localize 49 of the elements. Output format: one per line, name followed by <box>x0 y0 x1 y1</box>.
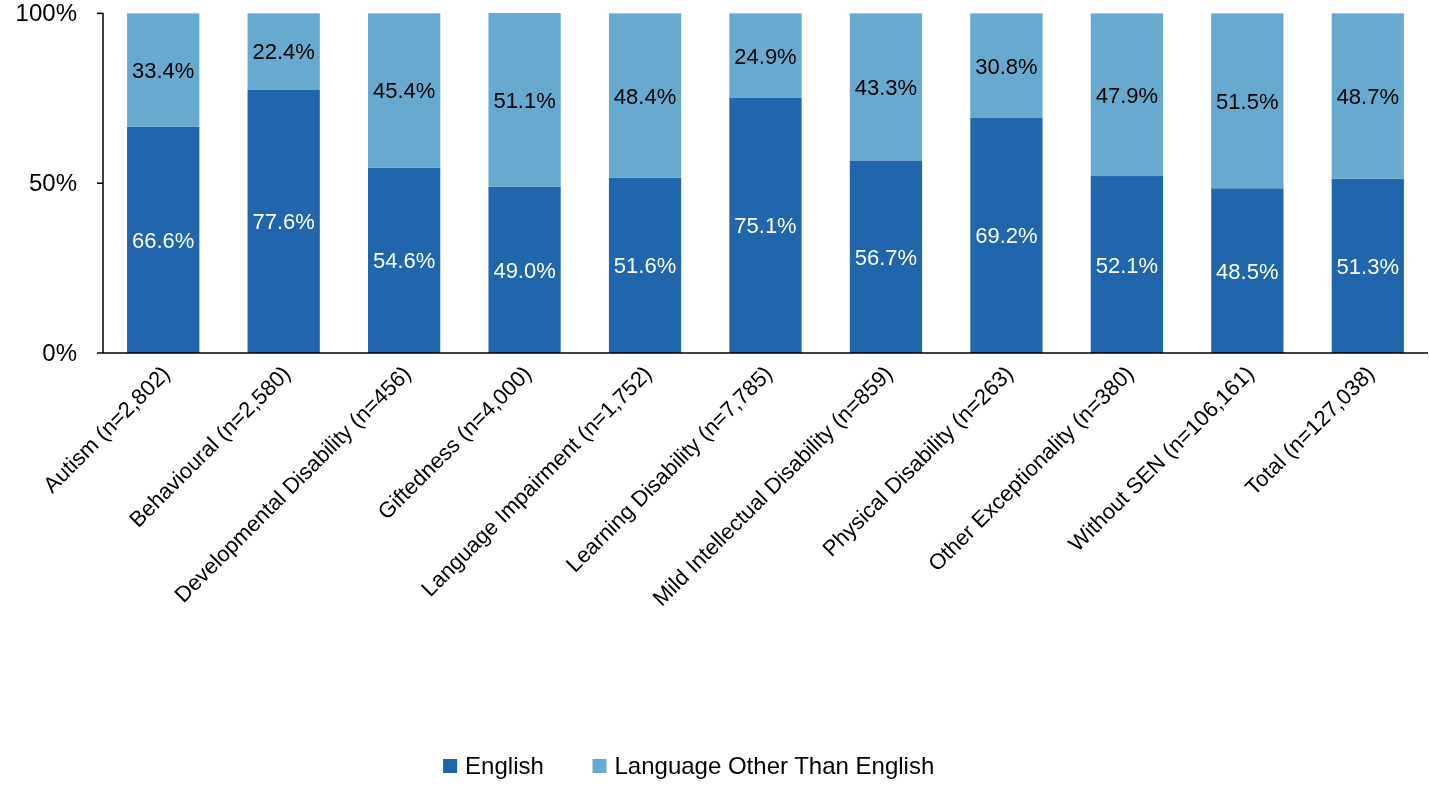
bar <box>970 117 1043 353</box>
bar <box>849 160 923 353</box>
bar <box>729 13 802 98</box>
data-label: 48.5% <box>1216 258 1279 284</box>
bar <box>368 167 441 353</box>
data-label: 30.8% <box>975 53 1038 79</box>
data-label: 52.1% <box>1095 252 1159 278</box>
data-label: 54.6% <box>372 248 436 274</box>
data-label: 22.4% <box>252 39 315 65</box>
data-label: 33.4% <box>132 58 195 84</box>
bar <box>247 13 320 90</box>
bar <box>1211 188 1284 353</box>
bar <box>488 186 561 353</box>
bar <box>368 13 441 168</box>
bar <box>970 13 1043 118</box>
data-label: 51.1% <box>493 87 556 113</box>
bar <box>127 126 200 353</box>
data-label: 49.0% <box>493 257 556 283</box>
data-label: 45.4% <box>372 78 436 104</box>
data-label: 48.4% <box>613 83 677 109</box>
data-label: 56.7% <box>854 244 918 270</box>
y-tick-label: 50% <box>28 169 77 197</box>
bar <box>608 13 682 178</box>
bar <box>849 13 923 161</box>
legend-label: Language Other Than English <box>614 752 935 779</box>
bar <box>488 13 561 187</box>
y-tick-label: 100% <box>15 0 77 27</box>
bar <box>608 177 682 353</box>
bar <box>1331 178 1404 353</box>
bar <box>247 89 320 353</box>
data-label: 51.3% <box>1336 253 1399 279</box>
data-label: 51.5% <box>1216 88 1279 114</box>
data-label: 51.6% <box>613 253 677 279</box>
data-label: 66.6% <box>132 227 195 253</box>
data-label: 43.3% <box>854 74 918 100</box>
data-label: 24.9% <box>734 43 797 69</box>
legend-label: English <box>465 752 544 779</box>
data-label: 69.2% <box>975 223 1038 249</box>
data-label: 75.1% <box>734 213 797 239</box>
bar <box>127 13 200 127</box>
data-label: 48.7% <box>1336 84 1399 110</box>
data-label: 47.9% <box>1095 82 1159 108</box>
bar <box>729 97 802 353</box>
bar <box>1090 13 1163 177</box>
bar <box>1331 13 1404 179</box>
bar <box>1211 13 1284 189</box>
bar <box>1090 176 1163 353</box>
data-label: 77.6% <box>252 209 315 235</box>
y-tick-label: 0% <box>42 339 77 366</box>
